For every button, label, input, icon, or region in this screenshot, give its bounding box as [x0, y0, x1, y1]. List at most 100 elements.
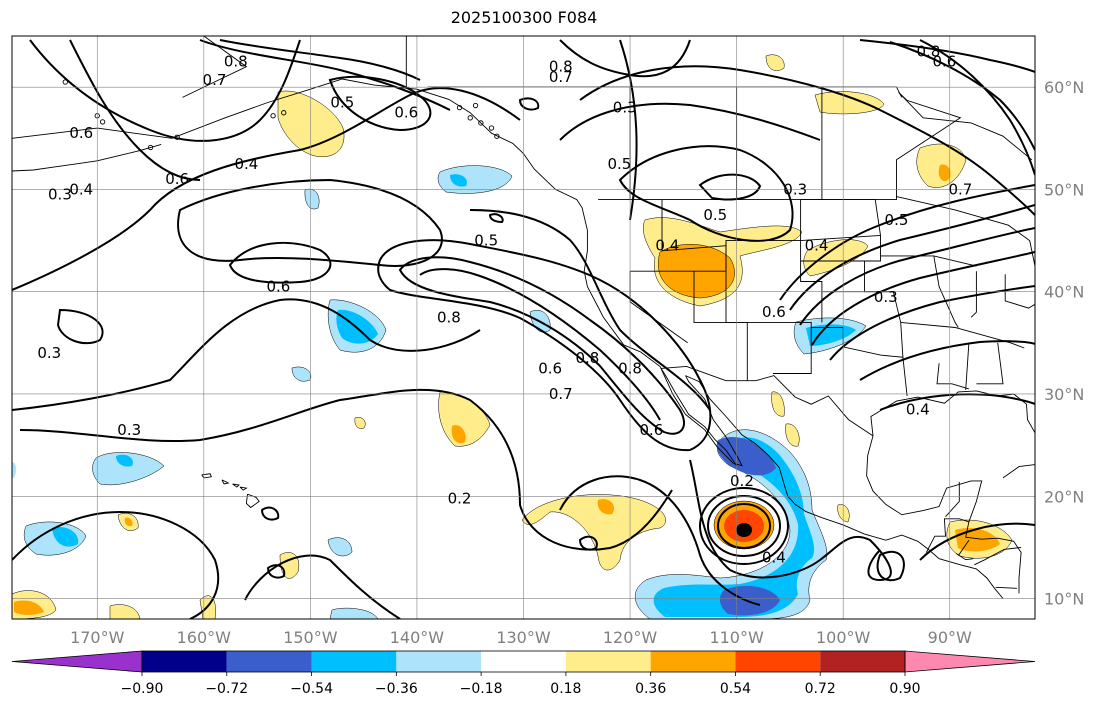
contour-label: 0.6 [165, 170, 189, 188]
contour-line [889, 41, 1035, 151]
colorbar-bin [481, 651, 566, 672]
coastline-border [976, 342, 1004, 385]
coastline-border [800, 234, 881, 242]
positive-anomaly-patch [938, 164, 951, 182]
contour-label: 0.2 [448, 489, 472, 507]
contour-line [518, 97, 540, 111]
contour-line [559, 475, 761, 606]
map-frame [11, 35, 1036, 620]
contour-line [618, 145, 794, 242]
negative-anomaly-patch [336, 309, 378, 344]
coastline-border [925, 518, 970, 553]
lon-tick-label: 110°W [709, 628, 764, 647]
coastline-border [900, 321, 1025, 349]
coastline-border [232, 483, 240, 488]
contour-line [829, 285, 1035, 361]
longitude-ticks: 170°W 160°W 150°W 140°W 130°W 120°W 110°W 100°W… [70, 628, 972, 647]
negative-anomaly-patch [52, 526, 79, 547]
positive-anomaly-core [736, 523, 752, 537]
contour-label: 0.8 [437, 308, 461, 326]
contour-label: 0.7 [948, 180, 972, 198]
contour-line [698, 173, 762, 201]
contour-line [689, 459, 892, 582]
coastline-border [598, 196, 1035, 277]
island [99, 119, 106, 125]
contour-line [579, 65, 1035, 216]
contour-line [56, 308, 104, 345]
coastline-border [661, 199, 727, 252]
lat-tick-label: 10°N [1044, 590, 1084, 609]
contour-label: 0.5 [703, 206, 727, 224]
contour-labels: 0.80.70.60.30.40.60.40.50.60.80.70.30.50… [37, 42, 972, 567]
contour-line [419, 268, 661, 421]
coastline-border [866, 435, 1022, 594]
contour-line [779, 184, 1035, 301]
contour-line [12, 510, 220, 619]
colorbar-tick-label: 0.54 [720, 681, 751, 697]
contour-label: 0.3 [48, 186, 72, 204]
colorbar-tick-label: −0.36 [375, 681, 418, 697]
colorbar-tick-label: 0.36 [635, 681, 666, 697]
contour-line [219, 39, 421, 81]
contour-label: 0.6 [932, 53, 956, 71]
lon-tick-label: 170°W [70, 628, 125, 647]
contour-line [19, 388, 673, 551]
contour-label: 0.4 [762, 549, 786, 567]
island [62, 79, 68, 85]
contour-line [12, 298, 481, 411]
map-geography [12, 36, 1035, 599]
contour-line [876, 550, 905, 582]
coastline-border [660, 368, 743, 467]
contour-label: 0.5 [474, 232, 498, 250]
contour-line [398, 256, 685, 435]
coastline-border [221, 479, 230, 485]
map-gridlines [12, 36, 1035, 619]
contour-label: 0.3 [117, 421, 141, 439]
colorbar-tick-label: −0.72 [205, 681, 248, 697]
contour-line [717, 503, 771, 549]
contour-label: 0.3 [783, 180, 807, 198]
positive-anomaly-patch [771, 391, 785, 417]
coastline-border [1004, 274, 1035, 309]
contour-label: 0.6 [639, 421, 663, 439]
lon-tick-label: 140°W [390, 628, 445, 647]
contour-label: 0.4 [805, 237, 829, 255]
negative-anomaly-patch [291, 366, 312, 382]
contour-line [12, 87, 521, 291]
coastline-border [523, 153, 737, 466]
coastline-border [1002, 464, 1035, 479]
lat-tick-label: 50°N [1044, 180, 1084, 199]
positive-anomaly-patch [521, 494, 666, 571]
positive-anomaly-patch [451, 425, 466, 444]
island [478, 120, 484, 126]
lon-tick-label: 160°W [177, 628, 232, 647]
contour-label: 0.8 [576, 349, 600, 367]
contour-label: 0.5 [330, 93, 354, 111]
colorbar-bin [650, 651, 736, 672]
coastline-border [693, 271, 812, 374]
coastline-border [945, 481, 960, 518]
colorbar-frame [141, 650, 906, 673]
island [467, 115, 473, 121]
contour-label: 0.8 [618, 359, 642, 377]
coastline-border [933, 255, 959, 328]
latitude-ticks: 10°N 20°N 30°N 40°N 50°N 60°N [1044, 78, 1084, 608]
positive-anomaly-patch [14, 600, 44, 615]
lat-tick-label: 20°N [1044, 487, 1084, 506]
colorbar-tick-label: −0.54 [290, 681, 333, 697]
contour-line [859, 340, 1035, 381]
colorbar-bin [735, 651, 821, 672]
contour-line [919, 39, 1035, 176]
contour-line [244, 554, 401, 619]
contour-label: 0.4 [235, 155, 259, 173]
coastline-border [685, 375, 1004, 599]
coastline-border [12, 143, 162, 172]
coastline-border [902, 357, 908, 397]
contour-line [699, 487, 789, 565]
contour-label: 0.6 [394, 104, 418, 122]
contour-label: 0.7 [549, 385, 573, 403]
negative-anomaly-patch [450, 174, 467, 187]
coastline-border [870, 390, 1035, 436]
contour-line [469, 209, 711, 411]
lat-tick-label: 60°N [1044, 78, 1084, 97]
